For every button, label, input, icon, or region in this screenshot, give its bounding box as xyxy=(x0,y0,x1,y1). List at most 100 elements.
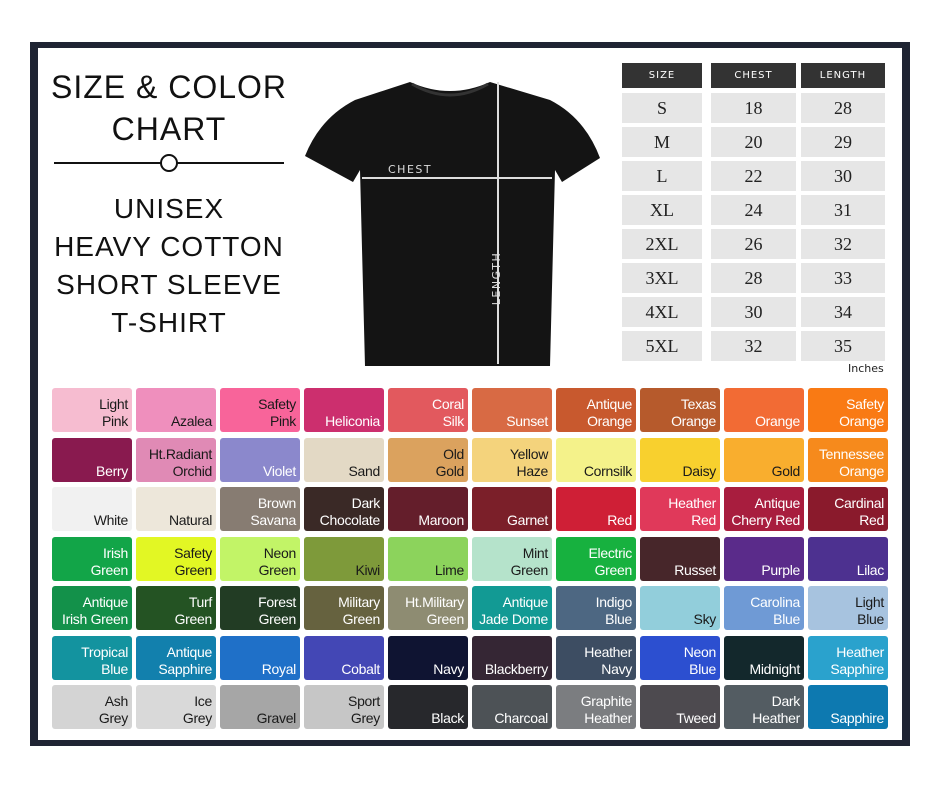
color-swatch[interactable]: Red xyxy=(556,487,636,531)
table-cell: 29 xyxy=(801,127,885,157)
color-swatch[interactable]: Sport Grey xyxy=(304,685,384,729)
color-swatch[interactable]: Antique Sapphire xyxy=(136,635,216,680)
color-swatch[interactable]: Lilac xyxy=(808,536,888,581)
color-swatch[interactable]: Sunset xyxy=(472,388,552,432)
chart-title: SIZE & COLOR CHART xyxy=(40,66,298,150)
color-swatch[interactable]: Russet xyxy=(640,536,720,581)
color-name: Red xyxy=(607,512,632,528)
color-swatch[interactable]: Daisy xyxy=(640,437,720,482)
color-name: Light Pink xyxy=(99,396,128,429)
color-swatch[interactable]: Midnight xyxy=(724,635,804,680)
color-swatch[interactable]: Sand xyxy=(304,437,384,482)
table-cell: 30 xyxy=(711,297,796,327)
color-swatch[interactable]: Safety Orange xyxy=(808,388,888,432)
color-swatch[interactable]: White xyxy=(52,487,132,531)
color-swatch[interactable]: Gravel xyxy=(220,685,300,729)
title-line-2: CHART xyxy=(111,111,227,147)
color-swatch[interactable]: Maroon xyxy=(388,487,468,531)
color-swatch[interactable]: Tweed xyxy=(640,685,720,729)
tshirt-image xyxy=(305,82,600,366)
color-swatch[interactable]: Electric Green xyxy=(556,536,636,581)
color-swatch[interactable]: Navy xyxy=(388,635,468,680)
color-swatch[interactable]: Heather Red xyxy=(640,487,720,531)
color-name: Cobalt xyxy=(341,660,380,677)
color-name: Turf Green xyxy=(174,594,213,627)
color-swatch[interactable]: Turf Green xyxy=(136,586,216,630)
color-swatch[interactable]: Cornsilk xyxy=(556,437,636,482)
color-swatch[interactable]: Azalea xyxy=(136,388,216,432)
color-swatch[interactable]: Tennessee Orange xyxy=(808,437,888,482)
table-cell: L xyxy=(622,161,702,191)
color-name: Mint Green xyxy=(510,544,549,578)
color-swatch[interactable]: Neon Blue xyxy=(640,635,720,680)
color-name: Heliconia xyxy=(325,413,380,429)
color-name: Heather Red xyxy=(668,495,716,528)
color-swatch[interactable]: Gold xyxy=(724,437,804,482)
color-swatch[interactable]: Antique Cherry Red xyxy=(724,487,804,531)
color-swatch[interactable]: Heliconia xyxy=(304,388,384,432)
color-swatch[interactable]: Garnet xyxy=(472,487,552,531)
table-cell: 4XL xyxy=(622,297,702,327)
color-swatch[interactable]: Light Blue xyxy=(808,586,888,630)
color-swatch[interactable]: Forest Green xyxy=(220,586,300,630)
color-swatch[interactable]: Military Green xyxy=(304,586,384,630)
color-name: Sunset xyxy=(506,413,548,429)
color-swatch[interactable]: Violet xyxy=(220,437,300,482)
color-swatch[interactable]: Light Pink xyxy=(52,388,132,432)
color-swatch[interactable]: Berry xyxy=(52,437,132,482)
color-name: Ht.Military Green xyxy=(405,594,464,627)
color-swatch[interactable]: Safety Green xyxy=(136,536,216,581)
color-swatch[interactable]: Dark Chocolate xyxy=(304,487,384,531)
table-cell: 22 xyxy=(711,161,796,191)
color-swatch[interactable]: Indigo Blue xyxy=(556,586,636,630)
color-swatch[interactable]: Purple xyxy=(724,536,804,581)
color-swatch[interactable]: Orange xyxy=(724,388,804,432)
color-swatch[interactable]: Heather Navy xyxy=(556,635,636,680)
color-swatch[interactable]: Brown Savana xyxy=(220,487,300,531)
color-swatch[interactable]: Graphite Heather xyxy=(556,685,636,729)
color-swatch[interactable]: Ht.Military Green xyxy=(388,586,468,630)
color-swatch[interactable]: Sky xyxy=(640,586,720,630)
color-swatch[interactable]: Yellow Haze xyxy=(472,437,552,482)
color-name: Midnight xyxy=(749,660,800,677)
color-swatch[interactable]: Antique Jade Dome xyxy=(472,586,552,630)
color-swatch[interactable]: Dark Heather xyxy=(724,685,804,729)
color-swatch[interactable]: Sapphire xyxy=(808,685,888,729)
color-swatch[interactable]: Tropical Blue xyxy=(52,635,132,680)
table-cell: 30 xyxy=(801,161,885,191)
color-swatch[interactable]: Black xyxy=(388,685,468,729)
color-name: Black xyxy=(431,710,464,726)
color-swatch[interactable]: Heather Sapphire xyxy=(808,635,888,680)
table-header: LENGTH xyxy=(801,63,885,88)
color-swatch[interactable]: Texas Orange xyxy=(640,388,720,432)
product-line-3: SHORT SLEEVE xyxy=(56,269,282,300)
color-swatch[interactable]: Coral Silk xyxy=(388,388,468,432)
color-name: Forest Green xyxy=(258,594,296,627)
color-name: Safety Orange xyxy=(839,396,884,429)
color-name: Cornsilk xyxy=(583,462,632,479)
color-swatch[interactable]: Lime xyxy=(388,536,468,581)
color-swatch[interactable]: Ht.Radiant Orchid xyxy=(136,437,216,482)
color-swatch[interactable]: Cardinal Red xyxy=(808,487,888,531)
color-swatch[interactable]: Charcoal xyxy=(472,685,552,729)
color-swatch[interactable]: Antique Orange xyxy=(556,388,636,432)
color-swatch[interactable]: Cobalt xyxy=(304,635,384,680)
color-swatch[interactable]: Mint Green xyxy=(472,536,552,581)
color-swatch[interactable]: Safety Pink xyxy=(220,388,300,432)
color-name: Ice Grey xyxy=(182,693,212,726)
color-swatch[interactable]: Old Gold xyxy=(388,437,468,482)
color-swatch[interactable]: Antique Irish Green xyxy=(52,586,132,630)
color-swatch[interactable]: Irish Green xyxy=(52,536,132,581)
color-swatch[interactable]: Kiwi xyxy=(304,536,384,581)
color-swatch[interactable]: Neon Green xyxy=(220,536,300,581)
color-swatch[interactable]: Royal xyxy=(220,635,300,680)
color-swatch[interactable]: Blackberry xyxy=(472,635,552,680)
color-swatch[interactable]: Ash Grey xyxy=(52,685,132,729)
color-name: Tropical Blue xyxy=(81,643,128,677)
color-swatch[interactable]: Carolina Blue xyxy=(724,586,804,630)
table-cell: 34 xyxy=(801,297,885,327)
color-swatch[interactable]: Natural xyxy=(136,487,216,531)
color-name: Heather Sapphire xyxy=(830,643,884,677)
color-name: Lilac xyxy=(856,561,885,578)
color-swatch[interactable]: Ice Grey xyxy=(136,685,216,729)
